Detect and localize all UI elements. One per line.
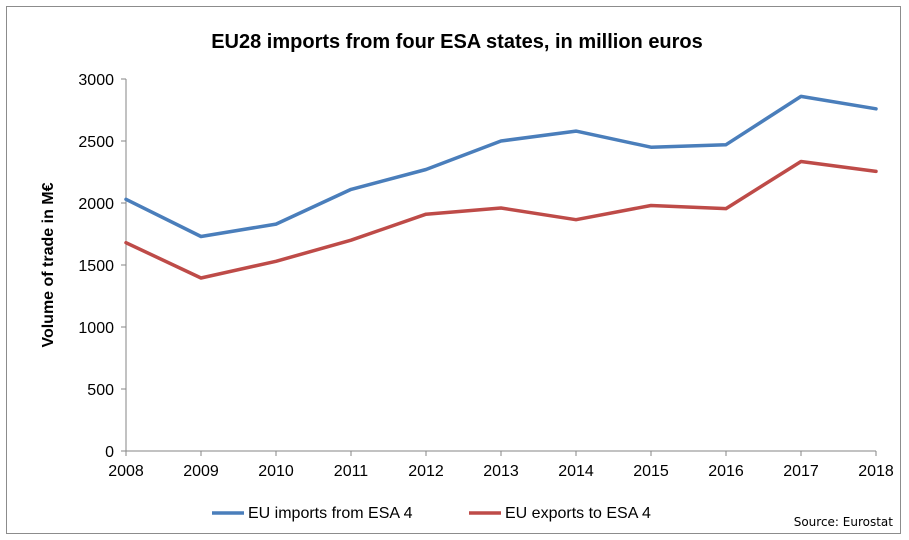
axes	[121, 78, 877, 456]
series-lines	[124, 94, 878, 280]
chart-frame	[6, 6, 901, 534]
chart-title: EU28 imports from four ESA states, in mi…	[211, 31, 703, 53]
y-axis-label: Volume of trade in M€	[40, 182, 57, 347]
y-tick-labels: 0 500 1000 1500 2000 2500 3000	[78, 72, 114, 461]
x-tick-label: 2015	[633, 463, 669, 480]
x-tick-label: 2009	[183, 463, 219, 480]
legend: EU imports from ESA 4 EU exports to ESA 4	[212, 505, 651, 522]
series-line-1	[124, 94, 878, 239]
x-tick-label: 2014	[558, 463, 594, 480]
y-tick-label: 0	[105, 444, 114, 461]
legend-label: EU exports to ESA 4	[505, 505, 651, 522]
source-note: Source: Eurostat	[794, 515, 894, 529]
y-tick-label: 1500	[78, 258, 114, 275]
x-tick-label: 2018	[858, 463, 894, 480]
legend-label: EU imports from ESA 4	[248, 505, 413, 522]
y-tick-label: 3000	[78, 72, 114, 89]
y-tick-label: 2000	[78, 196, 114, 213]
y-tick-label: 1000	[78, 320, 114, 337]
series-line-2	[124, 159, 878, 280]
y-tick-label: 2500	[78, 134, 114, 151]
x-tick-label: 2012	[408, 463, 444, 480]
x-tick-label: 2013	[483, 463, 519, 480]
x-tick-label: 2010	[258, 463, 294, 480]
x-tick-label: 2016	[708, 463, 744, 480]
y-tick-label: 500	[87, 382, 114, 399]
x-tick-labels: 2008 2009 2010 2011 2012 2013 2014 2015 2016 2017…	[108, 463, 894, 480]
x-tick-label: 2011	[334, 463, 369, 480]
x-tick-label: 2017	[783, 463, 819, 480]
x-tick-label: 2008	[108, 463, 144, 480]
